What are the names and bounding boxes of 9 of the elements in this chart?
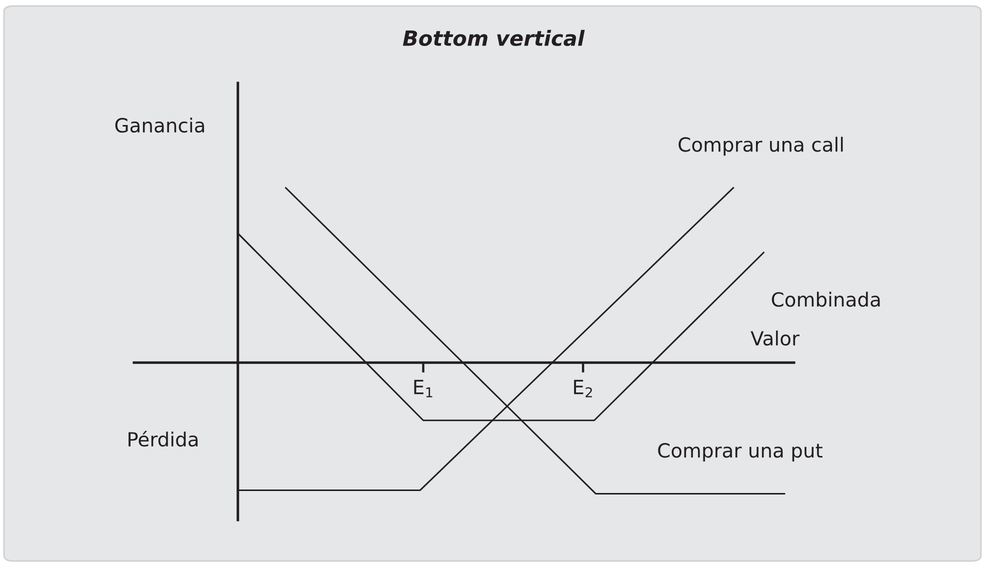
series-label: Combinada bbox=[772, 292, 880, 307]
x-axis-title: Valor bbox=[750, 330, 800, 346]
series-label: Comprar una put bbox=[658, 443, 822, 462]
y-axis-title: Ganancia bbox=[115, 118, 204, 133]
chart-title: Bottom vertical bbox=[402, 30, 585, 46]
annotation: Pérdida bbox=[128, 430, 198, 447]
x-tick-label: E$_{2}$ bbox=[574, 380, 592, 398]
x-tick-label: E$_{1}$ bbox=[414, 380, 432, 398]
text: Comprar una call bbox=[678, 136, 843, 156]
